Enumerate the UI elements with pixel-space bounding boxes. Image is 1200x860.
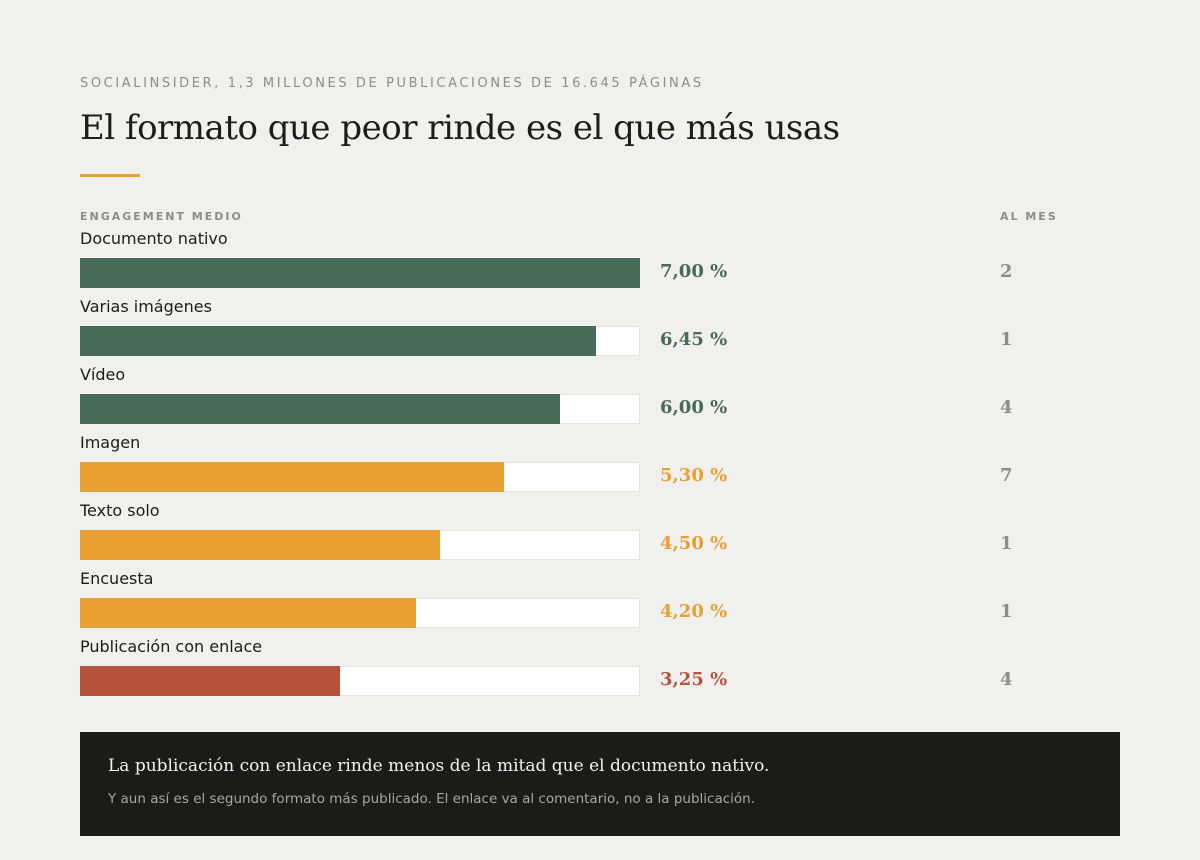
per-month-value: 4 [1000, 669, 1013, 690]
bar [80, 666, 340, 696]
bar-row: Imagen 5,30 % 7 [80, 430, 1120, 498]
value-label: 6,00 % [660, 397, 728, 418]
bar-rows: Documento nativo 7,00 % 2 Varias imágenes 6,… [80, 226, 1120, 702]
bar-track [80, 258, 640, 288]
bar-track [80, 326, 640, 356]
value-label: 5,30 % [660, 465, 728, 486]
note-main-text: La publicación con enlace rinde menos de… [108, 756, 770, 776]
bar [80, 598, 416, 628]
column-header-engagement: ENGAGEMENT MEDIO [80, 210, 243, 223]
value-label: 6,45 % [660, 329, 728, 350]
category-label: Varias imágenes [80, 297, 212, 316]
chart-container: SOCIALINSIDER, 1,3 MILLONES DE PUBLICACI… [80, 0, 1120, 860]
value-label: 3,25 % [660, 669, 728, 690]
bar-track [80, 598, 640, 628]
chart-title: El formato que peor rinde es el que más … [80, 108, 840, 148]
note-sub-text: Y aun así es el segundo formato más publ… [108, 791, 755, 807]
bar [80, 326, 596, 356]
category-label: Documento nativo [80, 229, 228, 248]
per-month-value: 4 [1000, 397, 1013, 418]
bar [80, 530, 440, 560]
bar-row: Publicación con enlace 3,25 % 4 [80, 634, 1120, 702]
bar-track [80, 394, 640, 424]
value-label: 4,20 % [660, 601, 728, 622]
value-label: 7,00 % [660, 261, 728, 282]
category-label: Imagen [80, 433, 141, 452]
per-month-value: 2 [1000, 261, 1013, 282]
bar [80, 462, 504, 492]
category-label: Texto solo [80, 501, 160, 520]
category-label: Encuesta [80, 569, 154, 588]
per-month-value: 1 [1000, 533, 1013, 554]
per-month-value: 7 [1000, 465, 1013, 486]
bar [80, 394, 560, 424]
note-box: La publicación con enlace rinde menos de… [80, 732, 1120, 836]
bar [80, 258, 640, 288]
bar-row: Encuesta 4,20 % 1 [80, 566, 1120, 634]
per-month-value: 1 [1000, 601, 1013, 622]
category-label: Vídeo [80, 365, 126, 384]
source-line: SOCIALINSIDER, 1,3 MILLONES DE PUBLICACI… [80, 76, 704, 91]
value-label: 4,50 % [660, 533, 728, 554]
column-header-per-month: AL MES [1000, 210, 1058, 223]
bar-row: Documento nativo 7,00 % 2 [80, 226, 1120, 294]
category-label: Publicación con enlace [80, 637, 263, 656]
bar-row: Texto solo 4,50 % 1 [80, 498, 1120, 566]
bar-track [80, 462, 640, 492]
bar-row: Vídeo 6,00 % 4 [80, 362, 1120, 430]
per-month-value: 1 [1000, 329, 1013, 350]
bar-track [80, 666, 640, 696]
bar-row: Varias imágenes 6,45 % 1 [80, 294, 1120, 362]
accent-rule [80, 174, 140, 177]
bar-track [80, 530, 640, 560]
